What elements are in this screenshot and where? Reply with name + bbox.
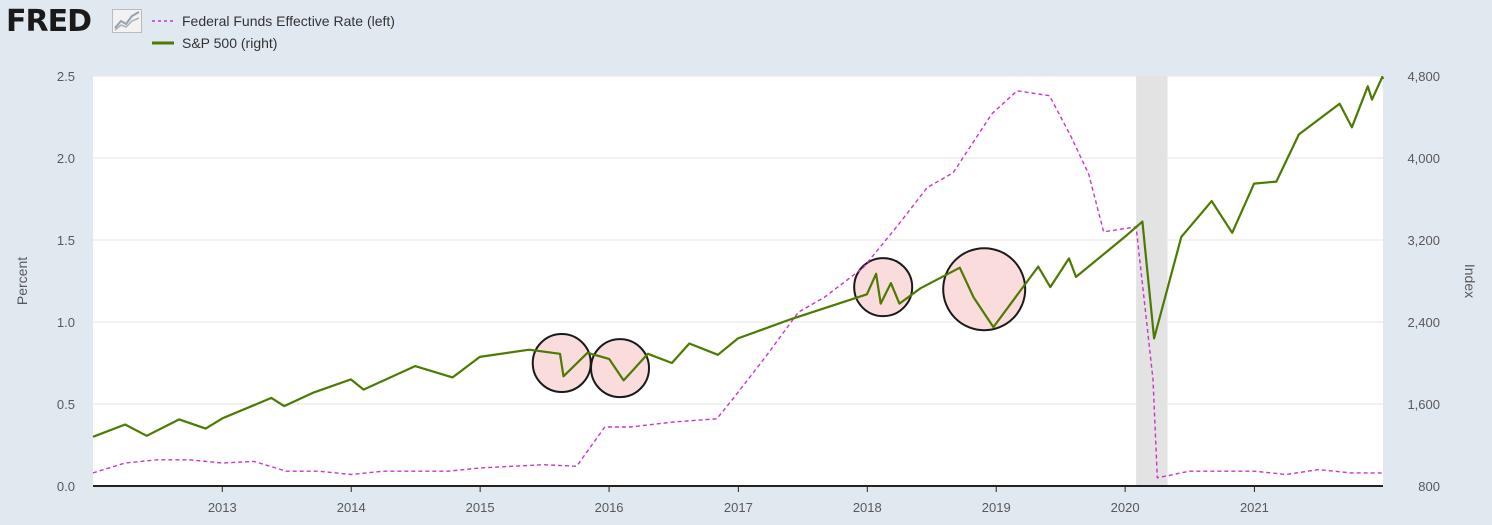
y-right-tick-label: 800 (1418, 479, 1440, 494)
y-right-tick-label: 2,400 (1407, 315, 1440, 330)
series-layer (92, 75, 1385, 479)
y-right-tick-label: 1,600 (1407, 397, 1440, 412)
recession-shading (1136, 76, 1168, 486)
highlight-layer (531, 247, 1027, 399)
y-axis-left: 0.0 0.5 1.0 1.5 2.0 2.5 (57, 69, 75, 494)
legend-label-sp500: S&P 500 (right) (182, 35, 278, 51)
y-left-tick-label: 1.0 (57, 315, 75, 330)
x-axis: 2013 2014 2015 2016 2017 2018 2019 2020 2021 (208, 486, 1269, 515)
x-tick-label: 2015 (466, 500, 495, 515)
highlight-circle (590, 338, 651, 399)
y-left-tick-label: 0.0 (57, 479, 75, 494)
y-left-tick-label: 0.5 (57, 397, 75, 412)
x-tick-label: 2021 (1240, 500, 1269, 515)
legend-label-fed-funds: Federal Funds Effective Rate (left) (182, 13, 395, 29)
y-axis-right: 800 1,600 2,400 3,200 4,000 4,800 (1407, 69, 1440, 494)
x-tick-label: 2018 (853, 500, 882, 515)
x-tick-label: 2020 (1111, 500, 1140, 515)
y-left-tick-label: 2.5 (57, 69, 75, 84)
recession-band (1136, 76, 1168, 486)
y-left-tick-label: 1.5 (57, 233, 75, 248)
y-right-tick-label: 4,000 (1407, 151, 1440, 166)
y-axis-left-title: Percent (14, 257, 30, 305)
plot-area (93, 76, 1383, 486)
x-tick-label: 2014 (337, 500, 366, 515)
sp500-line (92, 75, 1385, 438)
legend-item-sp500[interactable]: S&P 500 (right) (152, 32, 395, 54)
fed-funds-rate-line (92, 90, 1383, 479)
y-right-tick-label: 4,800 (1407, 69, 1440, 84)
x-tick-label: 2013 (208, 500, 237, 515)
highlight-circle (853, 257, 914, 318)
y-axis-right-title: Index (1462, 264, 1478, 298)
highlight-circle (942, 247, 1027, 332)
fred-logo-chart-icon (112, 9, 142, 33)
x-tick-label: 2019 (982, 500, 1011, 515)
fred-logo: FRED (6, 4, 92, 39)
x-tick-label: 2017 (724, 500, 753, 515)
grid (93, 75, 1383, 405)
dashed-line-icon (152, 20, 174, 22)
legend-item-fed-funds[interactable]: Federal Funds Effective Rate (left) (152, 10, 395, 32)
x-tick-label: 2016 (595, 500, 624, 515)
y-left-tick-label: 2.0 (57, 151, 75, 166)
legend: Federal Funds Effective Rate (left) S&P … (152, 10, 395, 54)
y-right-tick-label: 3,200 (1407, 233, 1440, 248)
solid-line-icon (152, 41, 174, 45)
